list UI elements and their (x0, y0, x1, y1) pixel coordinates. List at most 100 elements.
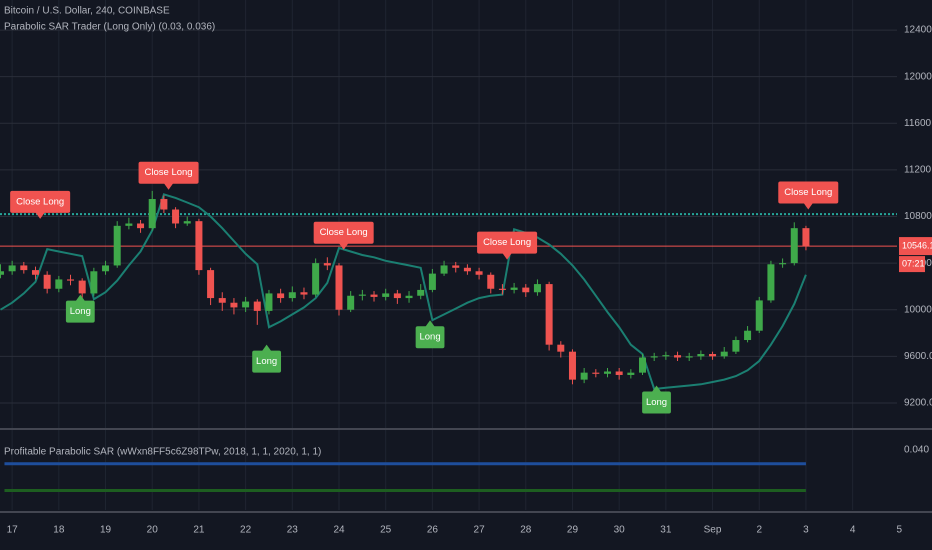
candle-body (43, 274, 51, 289)
candle-body (627, 372, 635, 375)
candle-body (463, 267, 471, 272)
candle-body (347, 295, 355, 310)
y-tick-label: 12400.00 (904, 25, 932, 36)
candle-body (8, 265, 16, 272)
signal-label: Long (256, 356, 277, 367)
candle-body (522, 287, 530, 293)
countdown-box (899, 256, 925, 273)
x-tick-label: 2 (756, 525, 762, 536)
signal-label: Close Long (320, 227, 368, 238)
candle-body (417, 289, 425, 296)
candle-body (20, 265, 28, 271)
indicator-title: Parabolic SAR Trader (Long Only) (0.03, … (4, 22, 215, 33)
x-tick-label: 28 (520, 525, 532, 536)
candle-body (440, 265, 448, 274)
candle-body (732, 340, 740, 352)
x-tick-label: 5 (897, 525, 903, 536)
signal: Long (252, 344, 282, 373)
candle-body (183, 221, 191, 224)
candle-body (720, 351, 728, 357)
candle-body (90, 271, 98, 294)
candle-body (498, 288, 506, 290)
candle-body (557, 344, 565, 352)
x-tick-label: 3 (803, 525, 809, 536)
y-tick-label: 9200.00 (904, 398, 932, 409)
candle-body (370, 294, 378, 297)
candle-body (78, 280, 86, 294)
signal-box (415, 326, 445, 349)
candle-body (592, 372, 600, 374)
y-tick-label: 11600.00 (904, 118, 932, 129)
lower-pane-title: Profitable Parabolic SAR (wWxn8FF5c6Z98T… (4, 447, 321, 458)
x-tick-label: 19 (100, 525, 112, 536)
y-tick-label: 9600.00 (904, 351, 932, 362)
candle-body (580, 372, 588, 380)
signal: Close Long (477, 231, 538, 260)
candle-body (452, 265, 460, 268)
candle-body (335, 265, 343, 310)
candle-body (0, 271, 4, 275)
signal-label: Long (419, 332, 440, 343)
countdown-label: 07:21 (902, 258, 925, 268)
signal-box (778, 181, 839, 204)
signal-box (477, 231, 538, 254)
candle-body (697, 354, 705, 357)
signal-pointer (75, 294, 86, 302)
candle-body (487, 274, 495, 289)
y-tick-label: 11200.00 (904, 165, 932, 176)
candle-body (102, 265, 110, 272)
x-tick-label: 31 (660, 525, 672, 536)
candle-body (615, 371, 623, 375)
signal-label: Close Long (16, 196, 64, 207)
candle-body (195, 221, 203, 271)
y-tick-label: 12000.00 (904, 71, 932, 82)
signal-box (313, 221, 374, 244)
y-tick-label: 10000.00 (904, 304, 932, 315)
candle-body (265, 293, 273, 311)
candle-body (242, 301, 250, 308)
signal-box (252, 350, 282, 373)
candle-body (755, 300, 763, 331)
candle-body (67, 279, 75, 281)
x-tick-label: 29 (567, 525, 579, 536)
signal-box (10, 190, 71, 213)
candle-body (767, 264, 775, 301)
candle-body (533, 284, 541, 293)
signal-label: Close Long (483, 237, 531, 248)
x-tick-label: 30 (614, 525, 626, 536)
candle-body (405, 295, 413, 299)
signal-pointer (502, 252, 513, 260)
candle-body (253, 301, 261, 311)
candle-body (709, 354, 717, 357)
signal: Close Long (778, 181, 839, 210)
x-tick-label: 27 (474, 525, 486, 536)
candle-body (662, 355, 670, 357)
candle-body (802, 228, 810, 247)
lower-y-tick-label: 0.040 (904, 444, 929, 455)
signal-pointer (651, 385, 662, 393)
x-tick-label: Sep (704, 525, 722, 536)
signal-pointer (338, 242, 349, 250)
candle-body (475, 271, 483, 275)
signal: Close Long (10, 190, 71, 219)
signal-pointer (261, 344, 272, 352)
candle-body (218, 298, 226, 303)
candle-body (277, 293, 285, 299)
x-tick-label: 25 (380, 525, 392, 536)
candle-body (510, 287, 518, 290)
candle-body (288, 292, 296, 299)
candle-body (603, 371, 611, 374)
signal-pointer (35, 211, 46, 219)
candle-body (545, 284, 553, 345)
chart-title: Bitcoin / U.S. Dollar, 240, COINBASE (4, 6, 170, 17)
candle-body (790, 228, 798, 264)
candle-body (685, 356, 693, 358)
price-label-box (899, 237, 932, 256)
candle-body (300, 292, 308, 295)
signal-box (642, 391, 671, 414)
signal-pointer (425, 320, 436, 328)
signal: Long (65, 294, 95, 323)
candle-body (137, 223, 145, 229)
candle-body (207, 270, 215, 299)
candle-body (312, 263, 320, 295)
